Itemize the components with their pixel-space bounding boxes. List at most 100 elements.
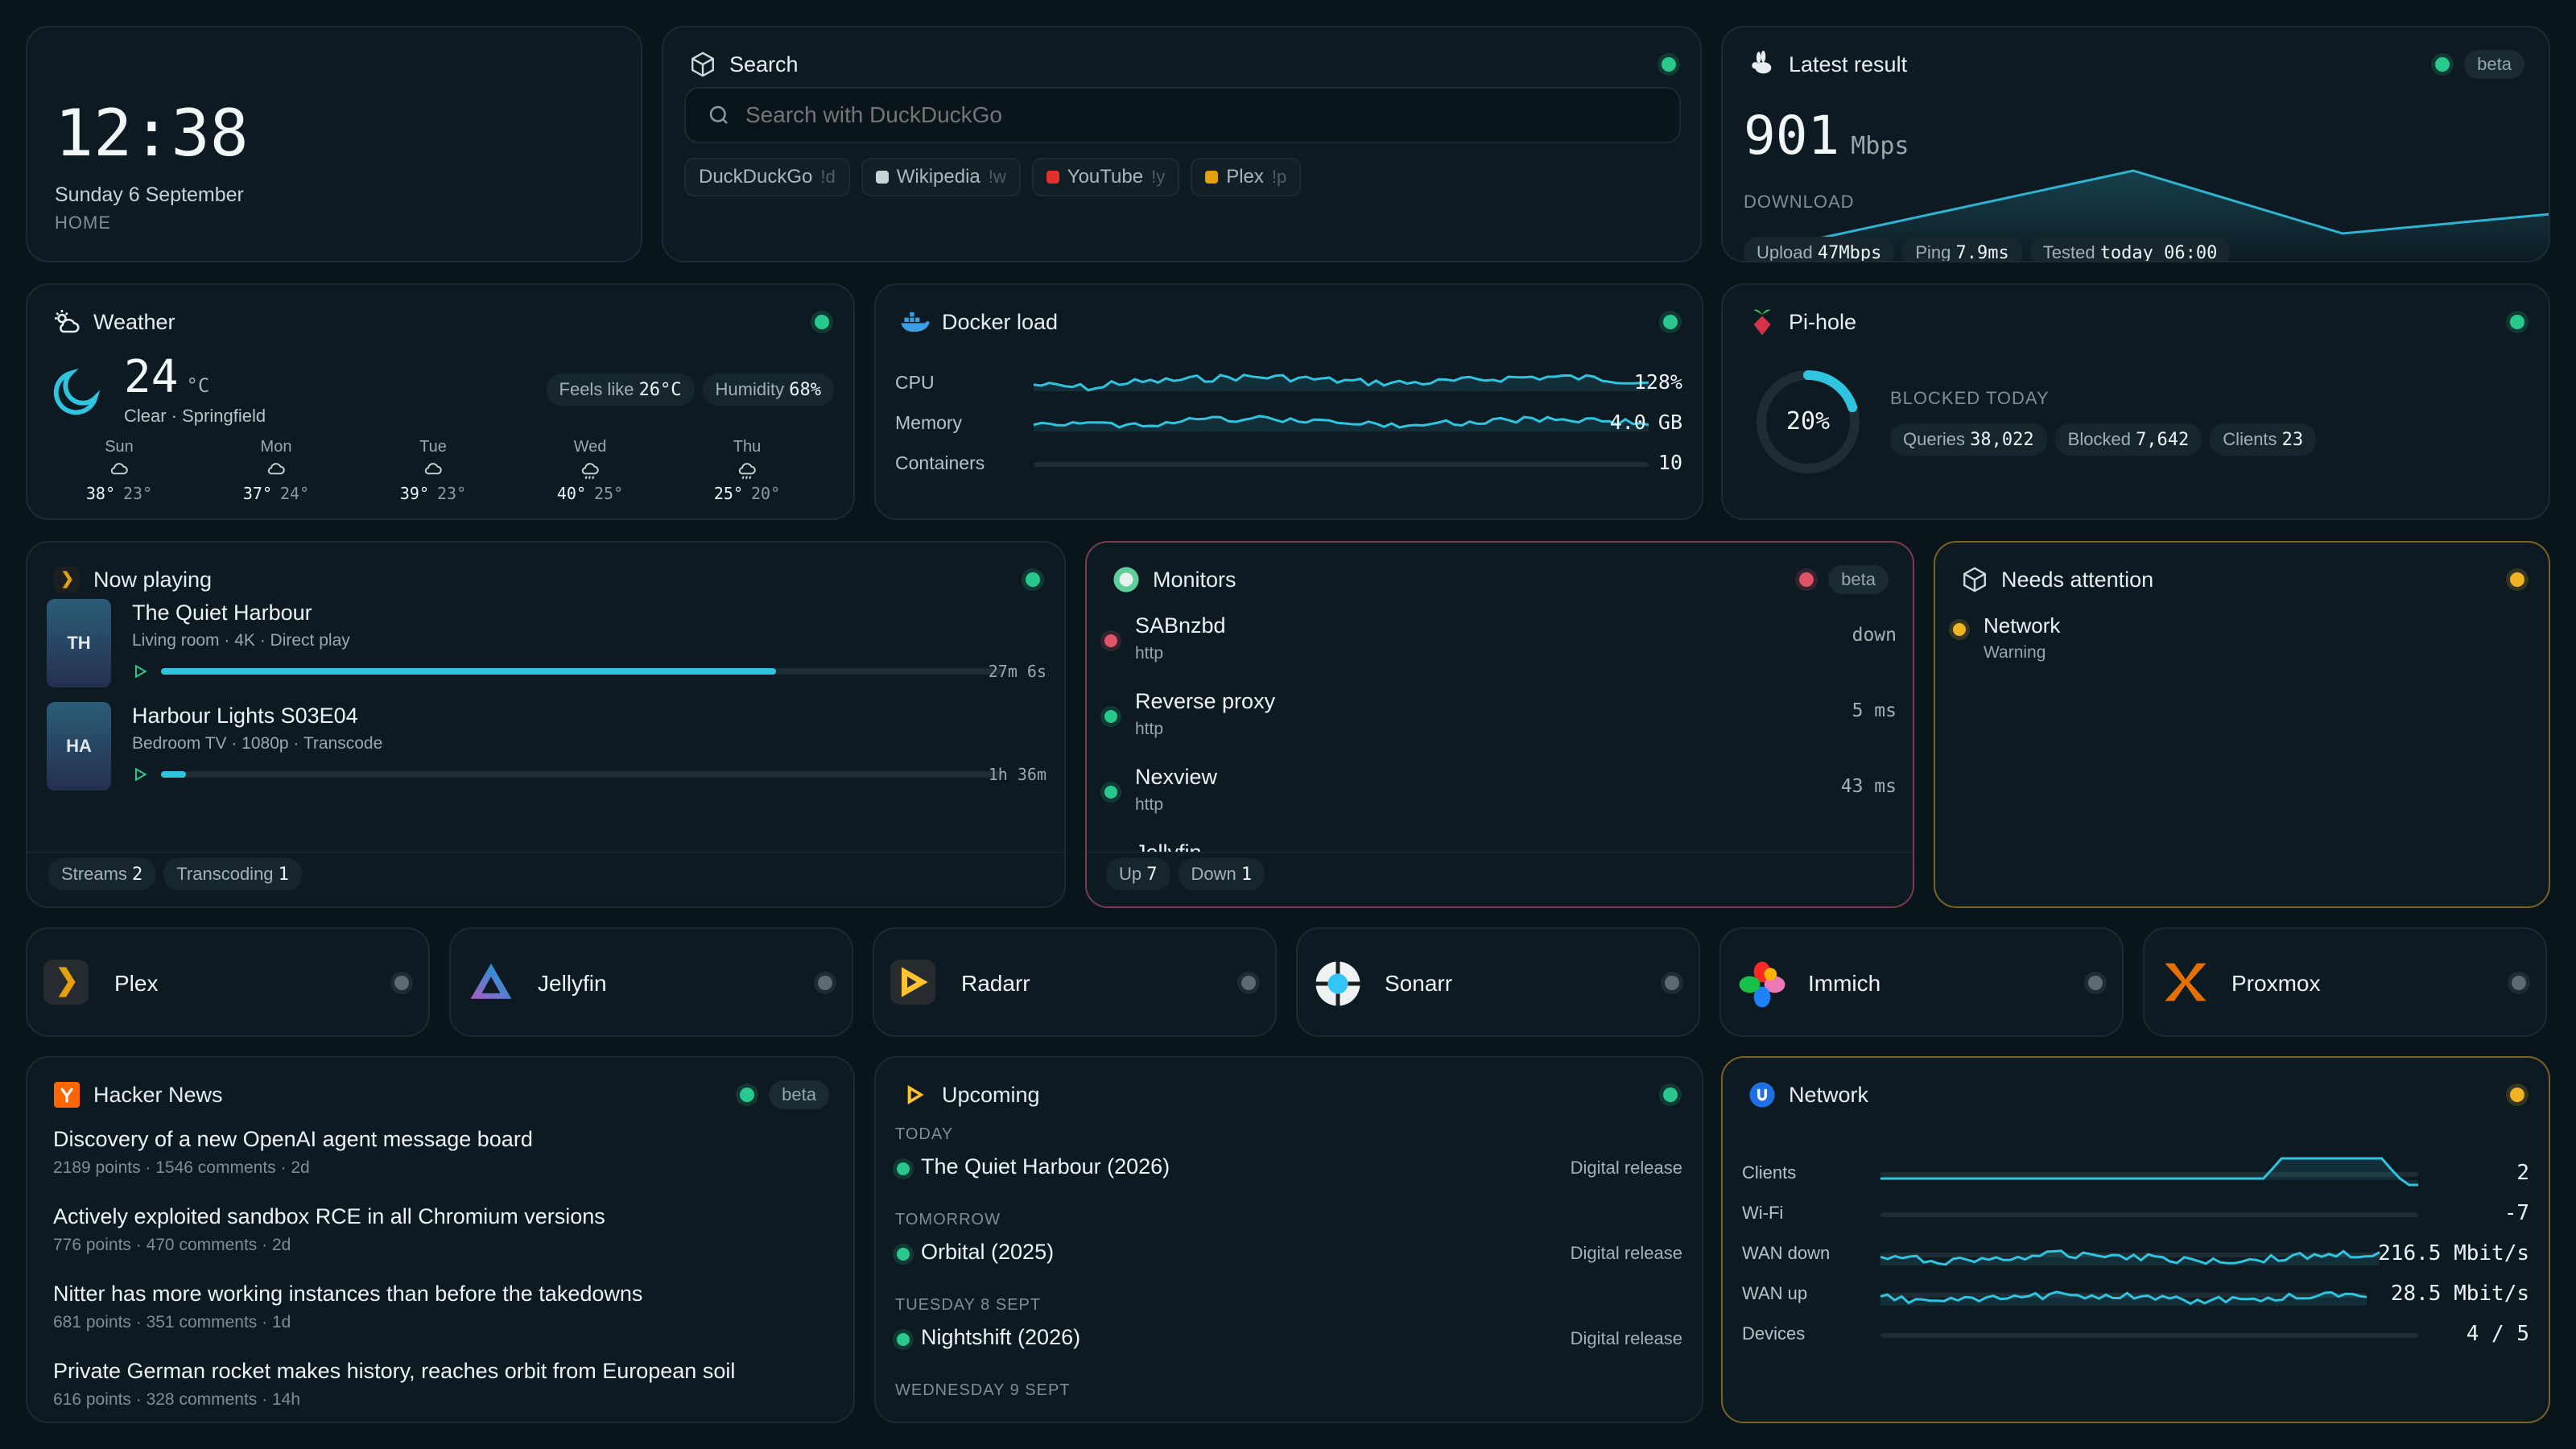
app-tile-jellyfin[interactable]: Jellyfin	[449, 927, 853, 1037]
app-tile-sonarr[interactable]: Sonarr	[1296, 927, 1700, 1037]
engine-chip-duckduckgo[interactable]: DuckDuckGo !d	[684, 158, 850, 196]
forecast-day-name: Sun	[105, 438, 134, 456]
forecast-high: 39°	[399, 484, 429, 503]
network-row-label: WAN up	[1742, 1283, 1808, 1303]
jellyfin-icon	[467, 960, 515, 1005]
upcoming-item[interactable]: Nightshift (2026) Digital release	[895, 1325, 1682, 1357]
moon-icon	[48, 364, 105, 424]
status-dot	[1026, 572, 1040, 587]
monitor-item[interactable]: Jellyfin	[1087, 837, 1913, 852]
monitor-item[interactable]: Reverse proxy http 5 ms	[1087, 686, 1913, 758]
app-name: Radarr	[961, 971, 1030, 996]
app-tile-immich[interactable]: Immich	[1719, 927, 2124, 1037]
queries-pill: Queries 38,022	[1890, 423, 2047, 456]
hn-item[interactable]: Private German rocket makes history, rea…	[53, 1359, 829, 1422]
forecast-day: Sun 38° 23°	[71, 438, 167, 504]
monitor-name: Nexview	[1135, 765, 1218, 789]
engine-name: Wikipedia	[896, 166, 980, 188]
proxmox-icon	[2161, 960, 2211, 1005]
progress-fill	[161, 771, 187, 778]
hn-item-title[interactable]: Nitter has more working instances than b…	[53, 1282, 643, 1306]
weather-condition: Clear · Springfield	[124, 406, 266, 426]
clock-card: 12:38 Sunday 6 September HOME	[26, 26, 642, 262]
poster-thumb: TH	[47, 599, 111, 687]
speedtest-title: Latest result	[1789, 52, 1908, 76]
search-icon	[707, 103, 731, 127]
forecast-low: 23°	[123, 484, 153, 503]
upcoming-item[interactable]: Orbital (2025) Digital release	[895, 1240, 1682, 1272]
forecast-temps: 40° 25°	[542, 484, 638, 504]
docker-cpu-value: 128%	[1633, 370, 1682, 394]
status-dot	[1799, 572, 1814, 587]
download-unit: Mbps	[1851, 132, 1909, 160]
monitor-type: http	[1135, 720, 1164, 738]
network-row-label: Wi-Fi	[1742, 1203, 1784, 1223]
stream-item[interactable]: HA Harbour Lights S03E04 Bedroom TV · 1080…	[27, 702, 1064, 799]
network-row-value: 216.5 Mbit/s	[2378, 1241, 2529, 1265]
search-title: Search	[729, 52, 799, 76]
app-status-dot	[2512, 976, 2526, 990]
forecast-temps: 38° 23°	[71, 484, 167, 504]
cpu-line	[1033, 374, 1649, 392]
docker-containers-value: 10	[1657, 451, 1682, 474]
engine-name: Plex	[1226, 166, 1264, 188]
status-dot	[1663, 315, 1678, 329]
status-dot	[2510, 1088, 2524, 1102]
stream-subtitle: Living room · 4K · Direct play	[132, 631, 350, 650]
hacker-news-icon	[52, 1080, 82, 1110]
engine-chip-plex[interactable]: Plex !p	[1191, 158, 1302, 196]
forecast-temps: 39° 23°	[385, 484, 481, 504]
stream-title: The Quiet Harbour	[132, 601, 312, 625]
app-status-dot	[1241, 976, 1256, 990]
stream-subtitle: Bedroom TV · 1080p · Transcode	[132, 734, 383, 753]
app-tile-proxmox[interactable]: Proxmox	[2143, 927, 2547, 1037]
ping-pill: Ping 7.9ms	[1902, 237, 2022, 261]
beta-badge: beta	[2464, 50, 2524, 79]
status-dot	[2435, 57, 2450, 72]
hn-item[interactable]: Nitter has more working instances than b…	[53, 1282, 829, 1359]
forecast-low: 24°	[280, 484, 310, 503]
search-input[interactable]	[745, 102, 1679, 128]
upcoming-group-label: TOMORROW	[895, 1211, 1001, 1228]
unifi-icon	[1747, 1080, 1777, 1110]
stream-item[interactable]: TH The Quiet Harbour Living room · 4K · Di…	[27, 599, 1064, 696]
play-icon[interactable]	[132, 766, 148, 786]
engine-chip-youtube[interactable]: YouTube !y	[1031, 158, 1180, 196]
engine-chip-wikipedia[interactable]: Wikipedia !w	[861, 158, 1021, 196]
hn-item-title[interactable]: Private German rocket makes history, rea…	[53, 1359, 736, 1383]
monitor-item[interactable]: SABnzbd http down	[1087, 610, 1913, 683]
blocked-pill: Blocked 7,642	[2054, 423, 2202, 456]
uptime-icon	[1111, 564, 1141, 595]
hn-item-title[interactable]: Actively exploited sandbox RCE in all Ch…	[53, 1204, 605, 1228]
streams-pill: Streams 2	[48, 858, 156, 890]
sonarr-icon	[1314, 960, 1362, 1008]
network-track	[1880, 1333, 2418, 1338]
play-icon[interactable]	[132, 663, 148, 683]
hn-item-title[interactable]: Discovery of a new OpenAI agent message …	[53, 1127, 533, 1151]
hn-item[interactable]: Actively exploited sandbox RCE in all Ch…	[53, 1204, 829, 1282]
upcoming-item[interactable]: The Quiet Harbour (2026) Digital release	[895, 1154, 1682, 1187]
app-tile-plex[interactable]: Plex	[26, 927, 430, 1037]
weather-temp: 24	[124, 351, 179, 403]
network-row-value: -7	[2504, 1201, 2529, 1225]
monitors-card: Monitors beta SABnzbd http down Reverse pro…	[1085, 541, 1914, 908]
network-row-label: Clients	[1742, 1162, 1797, 1183]
attention-card: Needs attention Network Warning	[1934, 541, 2550, 908]
stream-title: Harbour Lights S03E04	[132, 704, 358, 728]
attention-item[interactable]: Network Warning	[1953, 613, 2060, 663]
status-dot	[1662, 57, 1676, 72]
docker-title: Docker load	[942, 309, 1059, 334]
app-tile-radarr[interactable]: Radarr	[873, 927, 1277, 1037]
search-box[interactable]	[684, 87, 1681, 143]
app-name: Proxmox	[2231, 971, 2321, 996]
wan-up-line-area	[1880, 1291, 2367, 1306]
monitor-item[interactable]: Nexview http 43 ms	[1087, 762, 1913, 834]
sun-cloud-icon	[52, 307, 82, 337]
hn-item[interactable]: Discovery of a new OpenAI agent message …	[53, 1127, 829, 1204]
app-name: Sonarr	[1385, 971, 1453, 996]
wan-down-line	[1880, 1249, 2380, 1266]
docker-sparklines	[1033, 374, 1649, 467]
monitor-latency: 5 ms	[1852, 700, 1897, 721]
upcoming-card: Upcoming TODAY The Quiet Harbour (2026) Di…	[874, 1056, 1703, 1423]
tested-pill: Tested today 06:00	[2029, 237, 2231, 261]
